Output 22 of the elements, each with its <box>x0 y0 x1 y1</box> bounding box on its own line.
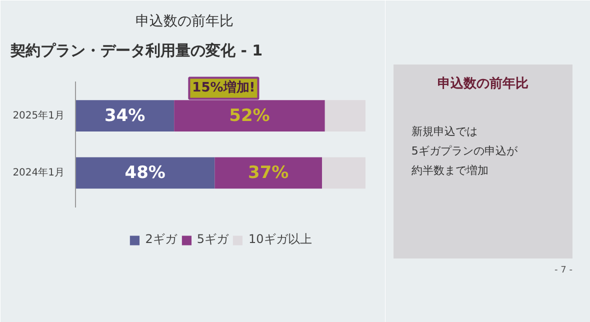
y-tick-label: 2024年1月 <box>12 166 64 178</box>
bar <box>76 100 174 132</box>
data-label: 37% <box>248 162 289 183</box>
bar <box>322 157 366 189</box>
legend-label: 10ギガ以上 <box>248 231 312 248</box>
bar <box>214 157 322 189</box>
text: 5ギガプランの申込が <box>411 144 518 158</box>
text: 新規申込では <box>411 125 478 138</box>
legend-label: 2ギガ <box>145 231 177 248</box>
data-label: 34% <box>104 106 146 126</box>
legend-label: 5ギガ <box>196 231 228 248</box>
bar <box>76 157 215 189</box>
chart-title: 契約プラン・データ利用量の変化 - 1 <box>10 42 263 60</box>
y-tick-label: 2025年1月 <box>12 109 64 122</box>
text: - 7 - <box>554 266 573 276</box>
data-label: 52% <box>229 106 270 126</box>
annotation: 15%増加! <box>192 80 256 96</box>
text: 約半数まで増加 <box>411 164 488 178</box>
text: 申込数の前年比 <box>438 76 528 92</box>
bar <box>324 100 366 132</box>
chart-subtitle: 申込数の前年比 <box>136 14 234 30</box>
data-label: 48% <box>124 162 166 183</box>
